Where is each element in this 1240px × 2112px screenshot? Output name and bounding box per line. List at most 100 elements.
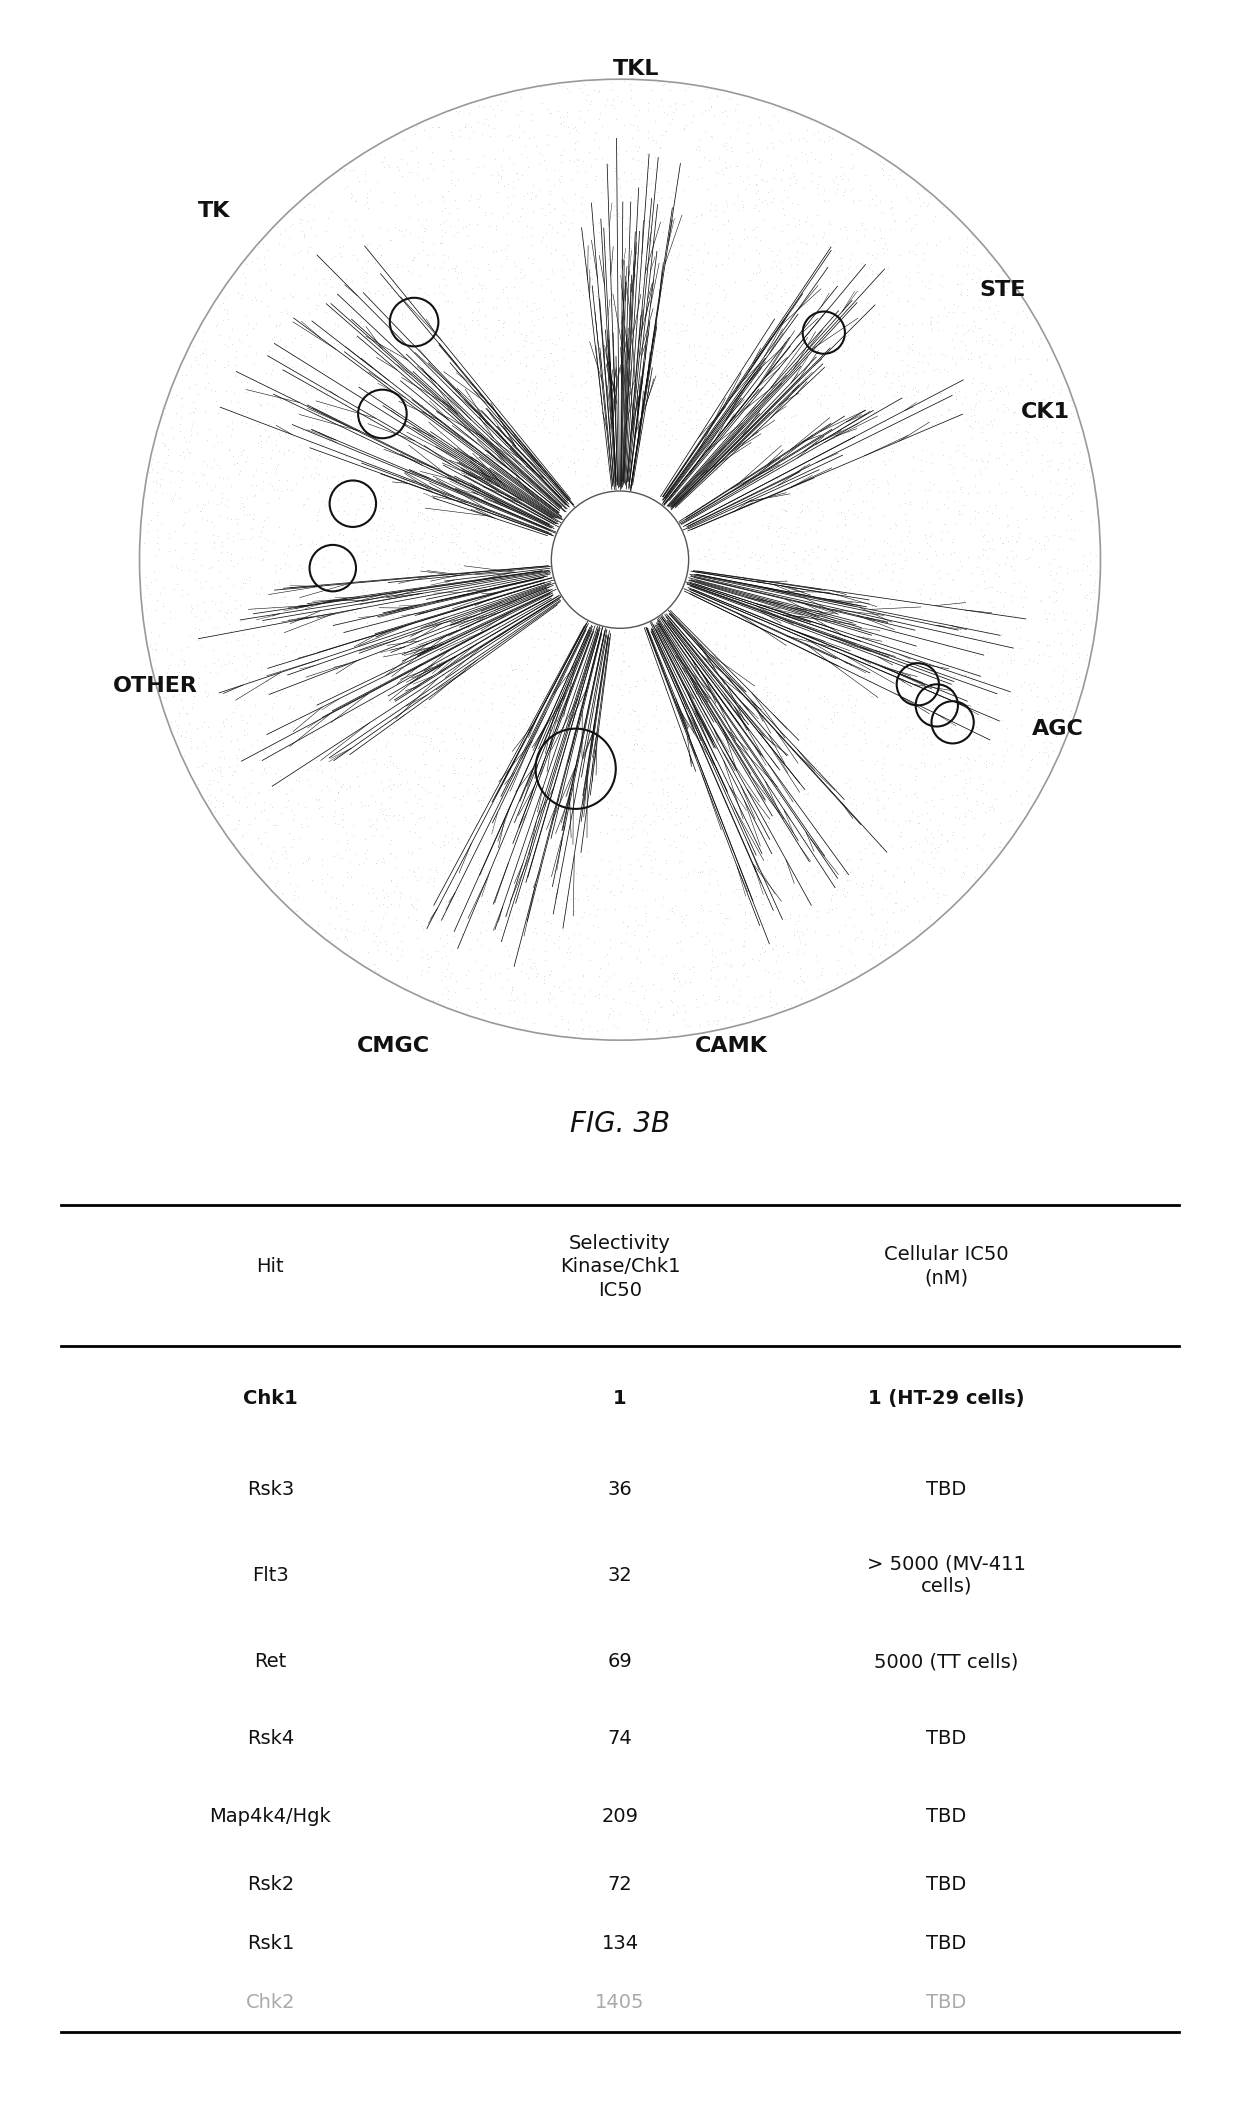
Point — [904, 775, 924, 809]
Point — [435, 800, 455, 834]
Point — [1018, 416, 1038, 450]
Point — [368, 332, 388, 365]
Point — [485, 437, 505, 471]
Point — [624, 819, 644, 853]
Point — [301, 458, 321, 492]
Point — [609, 775, 629, 809]
Point — [889, 536, 909, 570]
Point — [769, 712, 789, 746]
Point — [970, 262, 990, 296]
Point — [599, 435, 619, 469]
Point — [590, 433, 610, 467]
Point — [642, 482, 662, 515]
Point — [836, 530, 856, 564]
Point — [255, 251, 275, 285]
Point — [490, 997, 510, 1031]
Point — [309, 277, 329, 310]
Point — [324, 800, 343, 834]
Point — [692, 558, 712, 591]
Point — [419, 629, 439, 663]
Point — [632, 872, 652, 906]
Point — [697, 703, 717, 737]
Point — [510, 120, 529, 154]
Point — [858, 355, 878, 389]
Point — [694, 425, 714, 458]
Point — [558, 110, 578, 144]
Point — [445, 779, 465, 813]
Point — [939, 296, 959, 329]
Point — [683, 505, 703, 539]
Point — [971, 458, 991, 492]
Point — [1039, 627, 1059, 661]
Point — [890, 610, 910, 644]
Point — [169, 674, 188, 708]
Point — [402, 621, 422, 655]
Point — [775, 272, 795, 306]
Point — [629, 583, 649, 617]
Point — [466, 775, 486, 809]
Point — [459, 619, 479, 653]
Point — [734, 1001, 754, 1035]
Point — [930, 224, 950, 258]
Point — [870, 144, 890, 177]
Point — [277, 473, 296, 507]
Point — [665, 450, 684, 484]
Point — [696, 845, 715, 879]
Point — [641, 642, 661, 676]
Point — [1038, 684, 1058, 718]
Point — [383, 906, 403, 940]
Point — [1014, 800, 1034, 834]
Point — [479, 893, 498, 927]
Point — [554, 68, 574, 101]
Point — [258, 486, 278, 520]
Point — [570, 1003, 590, 1037]
Point — [885, 545, 905, 579]
Point — [445, 653, 465, 686]
Point — [945, 534, 965, 568]
Point — [873, 264, 893, 298]
Point — [532, 87, 552, 120]
Point — [577, 418, 596, 452]
Point — [843, 488, 863, 522]
Point — [383, 513, 403, 547]
Point — [708, 1003, 728, 1037]
Point — [424, 422, 444, 456]
Point — [1007, 454, 1027, 488]
Point — [813, 841, 833, 874]
Point — [232, 703, 252, 737]
Point — [874, 627, 894, 661]
Point — [321, 258, 341, 291]
Point — [769, 813, 789, 847]
Point — [818, 420, 838, 454]
Point — [587, 245, 606, 279]
Point — [646, 638, 666, 672]
Point — [192, 710, 212, 743]
Point — [259, 731, 279, 765]
Point — [1007, 773, 1027, 807]
Point — [773, 184, 792, 218]
Point — [585, 158, 605, 192]
Point — [463, 883, 482, 917]
Point — [451, 507, 471, 541]
Point — [463, 346, 482, 380]
Point — [335, 524, 355, 558]
Point — [299, 439, 319, 473]
Point — [799, 775, 818, 809]
Point — [646, 139, 666, 173]
Point — [904, 351, 924, 384]
Point — [906, 199, 926, 232]
Point — [619, 201, 639, 234]
Point — [1050, 627, 1070, 661]
Point — [866, 241, 885, 275]
Point — [847, 224, 867, 258]
Point — [267, 672, 286, 705]
Point — [553, 429, 573, 463]
Point — [358, 623, 378, 657]
Point — [481, 716, 501, 750]
Point — [696, 361, 715, 395]
Point — [620, 670, 640, 703]
Point — [408, 767, 428, 800]
Point — [475, 444, 495, 477]
Point — [538, 492, 558, 526]
Point — [405, 180, 425, 213]
